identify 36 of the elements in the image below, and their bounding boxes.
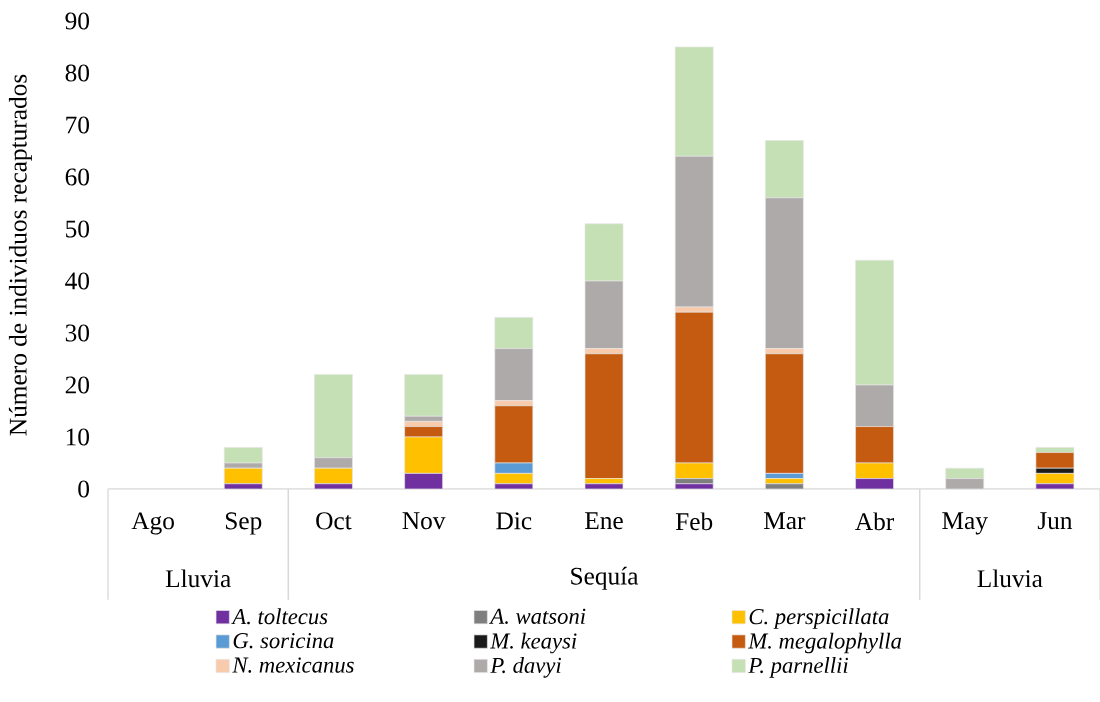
- legend-label: N. mexicanus: [232, 657, 354, 673]
- legend-label: M. keaysi: [490, 632, 577, 654]
- x-tick-label: Oct: [316, 512, 352, 530]
- x-tick-label: May: [942, 512, 988, 535]
- x-tick-label: Sep: [225, 512, 262, 535]
- text: Lluvia: [165, 569, 231, 588]
- legend-label: M. megalophylla: [748, 632, 902, 654]
- x-tick-label: Mar: [763, 512, 806, 530]
- bar: [223, 447, 263, 464]
- legend-label: G. soricina: [233, 633, 334, 649]
- y-tick-label: 80: [65, 64, 89, 82]
- text: Sequía: [571, 566, 639, 590]
- y-tick-label: 20: [65, 376, 89, 394]
- x-tick-label: Dic: [496, 512, 532, 530]
- text: Lluvia: [977, 569, 1043, 588]
- y-tick-label: 40: [65, 272, 89, 290]
- legend-label: P. davyi: [490, 657, 562, 678]
- y-axis-title: Número de individuos recapturados: [8, 74, 32, 436]
- bar: [404, 374, 443, 417]
- y-tick-label: 90: [65, 12, 89, 30]
- legend-label: A. toltecus: [231, 608, 328, 625]
- legend-label: P. parnellii: [748, 657, 849, 678]
- x-tick-label: Jun: [1037, 512, 1073, 530]
- y-tick-label: 70: [66, 116, 89, 134]
- legend-label: A. watsoni: [489, 608, 586, 624]
- x-tick-label: Ago: [131, 512, 174, 535]
- legend-label: C. perspicillata: [749, 608, 889, 629]
- x-tick-label: Ene: [585, 512, 623, 530]
- x-tick-label: Abr: [855, 512, 895, 531]
- y-tick-label: 50: [66, 220, 89, 238]
- y-tick-label: 60: [65, 168, 89, 186]
- y-tick-label: 10: [66, 428, 89, 446]
- y-tick-label: 30: [65, 324, 89, 342]
- x-tick-label: Feb: [675, 512, 713, 531]
- x-tick-label: Nov: [402, 512, 446, 530]
- y-tick-label: 0: [78, 480, 89, 498]
